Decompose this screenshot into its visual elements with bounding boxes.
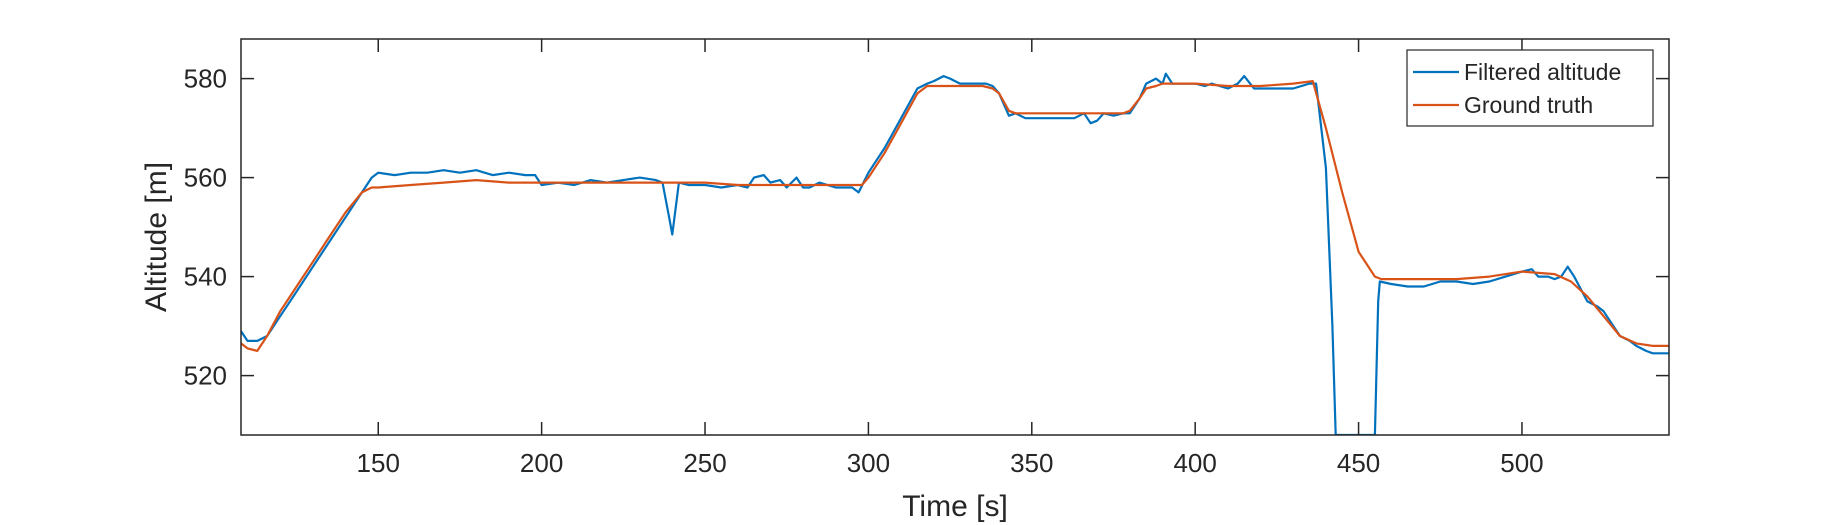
x-tick-label: 400 bbox=[1173, 448, 1216, 478]
series-line-1 bbox=[241, 79, 1669, 352]
legend-label-0: Filtered altitude bbox=[1464, 59, 1621, 85]
x-tick-label: 150 bbox=[357, 448, 400, 478]
ticks-layer: 150 200 250 300 350 400 450 500 520 540 560 580 bbox=[184, 39, 1669, 478]
series-layer bbox=[241, 72, 1669, 435]
x-tick-label: 450 bbox=[1337, 448, 1380, 478]
legend: Filtered altitude Ground truth bbox=[1406, 49, 1654, 127]
plot-frame bbox=[240, 38, 1670, 436]
x-tick-label: 300 bbox=[847, 448, 890, 478]
y-tick-label: 560 bbox=[184, 163, 227, 193]
legend-box bbox=[1406, 49, 1654, 127]
y-axis-label: Altitude [m] bbox=[140, 162, 173, 312]
legend-label-1: Ground truth bbox=[1464, 92, 1593, 118]
x-tick-label: 500 bbox=[1500, 448, 1543, 478]
x-axis-label: Time [s] bbox=[902, 490, 1008, 523]
y-tick-label: 580 bbox=[184, 64, 227, 94]
x-tick-label: 250 bbox=[683, 448, 726, 478]
x-tick-label: 350 bbox=[1010, 448, 1053, 478]
y-tick-label: 540 bbox=[184, 262, 227, 292]
x-tick-label: 200 bbox=[520, 448, 563, 478]
y-tick-label: 520 bbox=[184, 361, 227, 391]
